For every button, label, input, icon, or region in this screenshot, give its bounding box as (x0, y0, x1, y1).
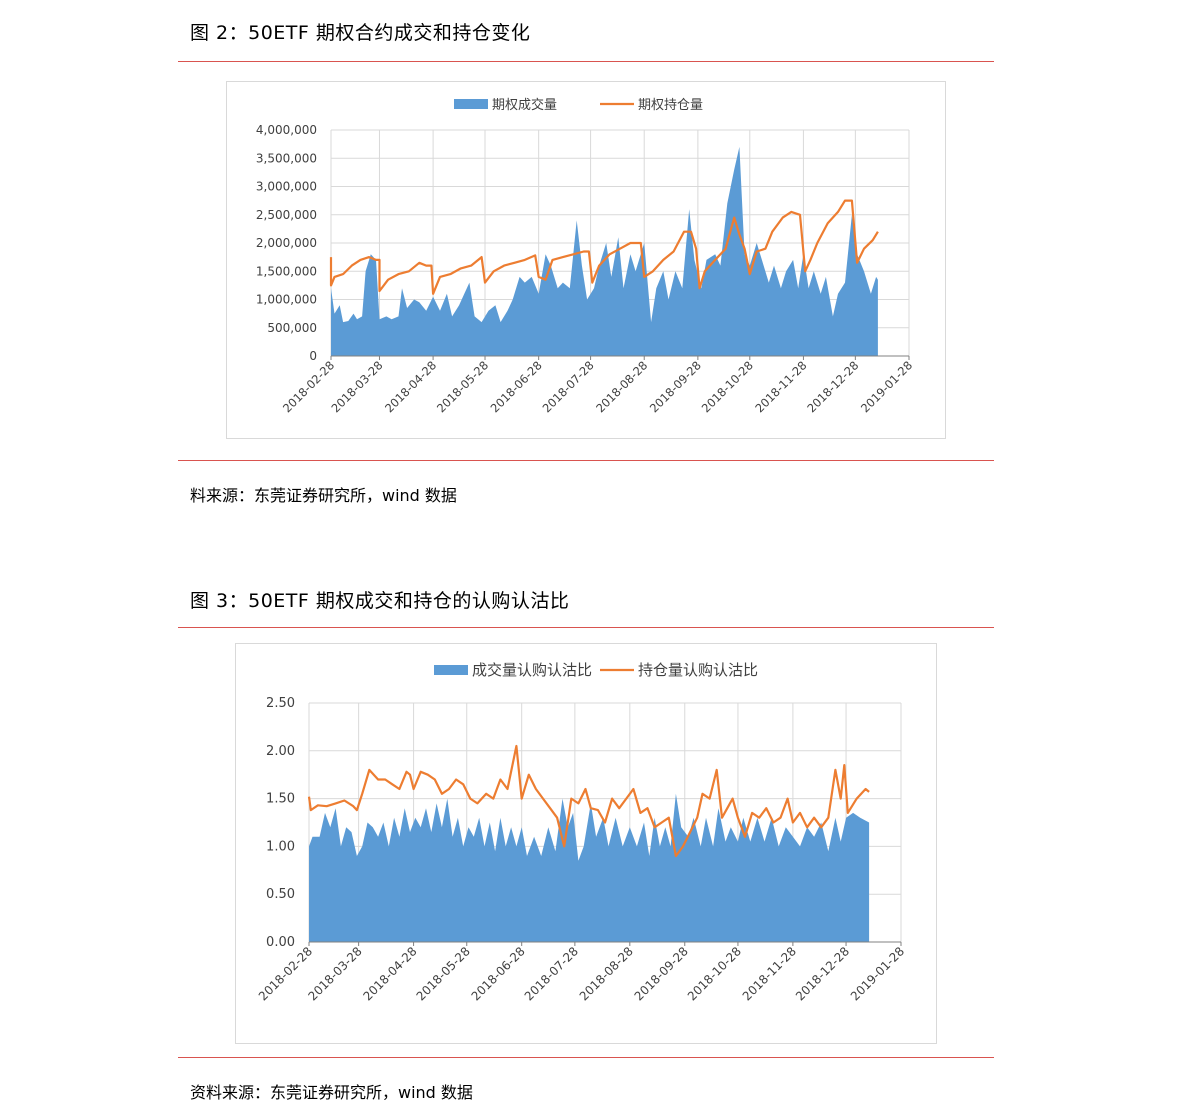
x-tick-label: 2018-10-28 (685, 944, 744, 1003)
figure2-title: 图 2：50ETF 期权合约成交和持仓变化 (190, 22, 531, 44)
legend-swatch-area (434, 665, 468, 675)
y-tick-label: 3,500,000 (256, 151, 317, 165)
y-tick-label: 500,000 (267, 321, 317, 335)
legend-label: 期权持仓量 (638, 97, 703, 113)
y-tick-label: 4,000,000 (256, 123, 317, 137)
y-tick-label: 2.00 (266, 744, 295, 759)
y-tick-label: 1.00 (266, 839, 295, 854)
x-tick-label: 2018-07-28 (540, 358, 597, 415)
figure2-source: 料来源：东莞证券研究所，wind 数据 (190, 486, 457, 505)
x-tick-label: 2018-03-28 (328, 358, 385, 415)
legend-label: 成交量认购认沽比 (472, 661, 592, 679)
x-tick-label: 2018-12-28 (804, 358, 861, 415)
x-tick-label: 2018-07-28 (522, 944, 581, 1003)
x-tick-label: 2018-11-28 (740, 944, 799, 1003)
x-tick-label: 2018-09-28 (647, 358, 704, 415)
figure3-bottom-rule (178, 1057, 994, 1058)
x-tick-label: 2018-08-28 (577, 944, 636, 1003)
x-tick-label: 2019-01-28 (858, 358, 915, 415)
y-tick-label: 2,000,000 (256, 236, 317, 250)
x-tick-label: 2019-01-28 (848, 944, 907, 1003)
legend-label: 持仓量认购认沽比 (638, 661, 758, 679)
legend-label: 期权成交量 (492, 97, 557, 113)
x-tick-label: 2018-05-28 (434, 358, 491, 415)
series-line-期权持仓量 (329, 199, 879, 295)
y-tick-label: 2.50 (266, 696, 295, 711)
x-tick-label: 2018-09-28 (632, 944, 691, 1003)
series-area-期权成交量 (331, 146, 878, 356)
y-tick-label: 1,500,000 (256, 264, 317, 278)
x-tick-label: 2018-04-28 (360, 944, 419, 1003)
legend-swatch-area (454, 99, 488, 109)
y-tick-label: 3,000,000 (256, 180, 317, 194)
figure3-title: 图 3：50ETF 期权成交和持仓的认购认沽比 (190, 590, 570, 612)
x-tick-label: 2018-10-28 (699, 358, 756, 415)
x-tick-label: 2018-12-28 (793, 944, 852, 1003)
x-tick-label: 2018-11-28 (752, 358, 809, 415)
x-tick-label: 2018-08-28 (593, 358, 650, 415)
x-tick-label: 2018-04-28 (382, 358, 439, 415)
y-tick-label: 1,000,000 (256, 293, 317, 307)
figure3-top-rule (178, 627, 994, 628)
figure2-bottom-rule (178, 460, 994, 461)
figure3-source: 资料来源：东莞证券研究所，wind 数据 (190, 1083, 473, 1102)
y-tick-label: 2,500,000 (256, 208, 317, 222)
figure3-chart-box: 0.00 0.50 1.00 1.50 2.00 2.50 2018-02-28 2018-0… (235, 643, 937, 1044)
x-tick-label: 2018-06-28 (488, 358, 545, 415)
x-tick-label: 2018-05-28 (414, 944, 473, 1003)
x-tick-label: 2018-03-28 (306, 944, 365, 1003)
figure2-chart: 0 500,000 1,000,000 1,500,000 2,000,000 2,500… (256, 97, 915, 415)
x-tick-label: 2018-06-28 (469, 944, 528, 1003)
y-tick-label: 0.50 (266, 887, 295, 902)
figure3-chart: 0.000.501.001.502.002.502018-02-282018-0… (256, 661, 907, 1003)
y-tick-label: 1.50 (266, 792, 295, 807)
series-area-成交量认购认沽比 (309, 793, 870, 942)
figure2-top-rule (178, 61, 994, 62)
figure2-chart-box: 0 500,000 1,000,000 1,500,000 2,000,000 2,500… (226, 81, 946, 439)
series-line-持仓量认购认沽比 (307, 744, 870, 858)
y-tick-label: 0.00 (266, 935, 295, 950)
y-tick-label: 0 (309, 349, 317, 363)
